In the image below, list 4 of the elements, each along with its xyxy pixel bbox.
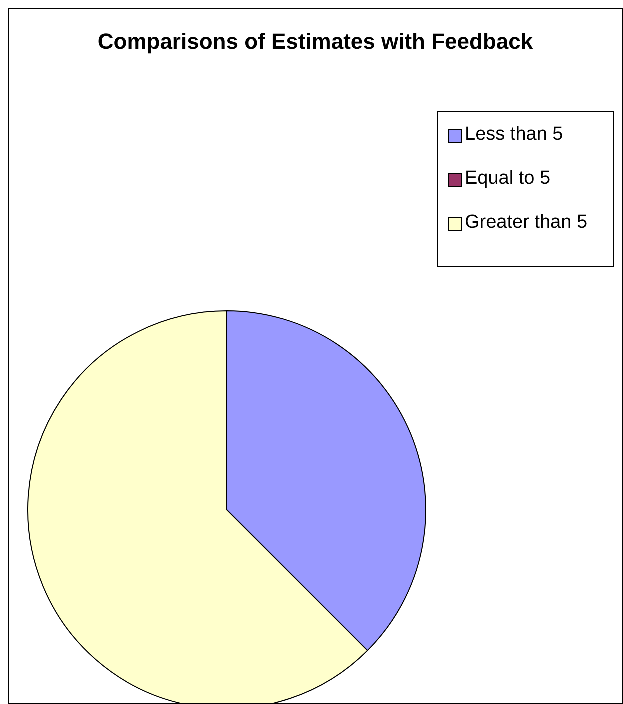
legend-label: Equal to 5 [465,168,551,190]
legend-label: Less than 5 [465,124,564,146]
legend-label: Greater than 5 [465,212,588,234]
chart-title: Comparisons of Estimates with Feedback [96,28,534,56]
